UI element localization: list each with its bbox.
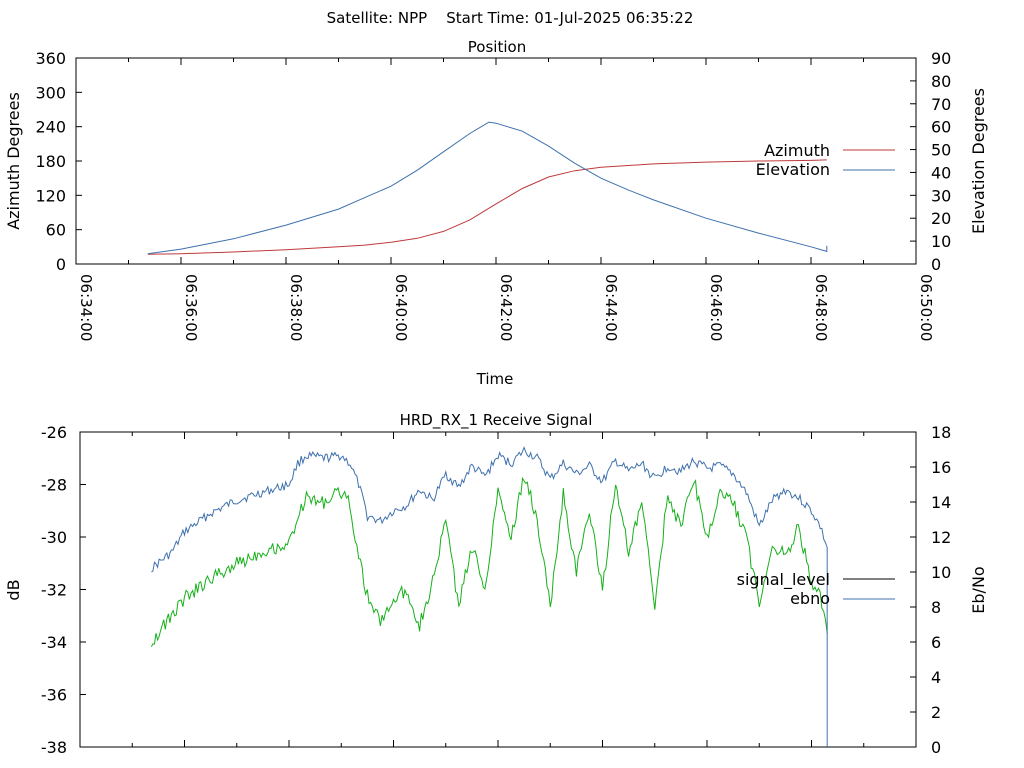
ebno-tick-label: 2 (931, 703, 941, 722)
db-tick-label: -28 (41, 476, 67, 495)
ebno-axis-label: Eb/No (969, 566, 988, 613)
elevation-tick-label: 10 (931, 232, 951, 251)
legend-label-ebno: ebno (790, 589, 830, 608)
ebno-tick-label: 6 (931, 633, 941, 652)
ebno-tick-label: 12 (931, 528, 951, 547)
elevation-tick-label: 70 (931, 95, 951, 114)
elevation-tick-label: 60 (931, 118, 951, 137)
db-tick-label: -30 (41, 528, 67, 547)
db-axis-label: dB (4, 579, 23, 600)
elevation-tick-label: 90 (931, 49, 951, 68)
time-tick-label: 06:38:00 (287, 274, 305, 341)
receive-ticks: -38 -36 -34 -32 -30 -28 -26 0 2 4 6 8 10 12 14 16 18 (41, 423, 952, 757)
elevation-tick-label: 40 (931, 163, 951, 182)
position-ticks: 0 60 120 180 240 300 360 0 10 20 30 40 50 60 70 80 90 06:… (35, 49, 951, 341)
elevation-tick-label: 30 (931, 186, 951, 205)
receive-signal-chart-title: HRD_RX_1 Receive Signal (400, 411, 593, 430)
time-axis-label: Time (476, 370, 514, 388)
receive-legend: signal_level ebno (737, 570, 895, 608)
azimuth-tick-label: 60 (46, 221, 66, 240)
time-tick-label: 06:50:00 (917, 274, 935, 341)
azimuth-tick-label: 240 (35, 118, 66, 137)
db-tick-label: -38 (41, 738, 67, 757)
elevation-tick-label: 50 (931, 141, 951, 160)
db-tick-label: -32 (41, 581, 67, 600)
elevation-tick-label: 80 (931, 72, 951, 91)
elevation-tick-label: 0 (931, 255, 941, 274)
series-line-ebno (150, 476, 828, 648)
legend-label-signal-level: signal_level (737, 570, 830, 590)
ebno-tick-label: 4 (931, 668, 941, 687)
figure-title: Satellite: NPP Start Time: 01-Jul-2025 0… (327, 9, 694, 27)
elevation-axis-label: Elevation Degrees (969, 88, 988, 234)
ebno-tick-label: 16 (931, 458, 951, 477)
time-tick-label: 06:46:00 (707, 274, 725, 341)
azimuth-tick-label: 360 (35, 49, 66, 68)
receive-series (150, 446, 828, 747)
position-chart-title: Position (468, 38, 526, 56)
position-chart: Position 0 60 120 180 240 300 360 0 10 20 30 40 50 60… (4, 38, 988, 388)
position-series (147, 121, 828, 255)
receive-signal-chart: HRD_RX_1 Receive Signal -38-36-34-32-30-… (4, 411, 988, 757)
time-tick-label: 06:48:00 (812, 274, 830, 341)
azimuth-tick-label: 120 (35, 186, 66, 205)
azimuth-tick-label: 180 (35, 152, 66, 171)
legend-label-azimuth: Azimuth (764, 141, 830, 160)
ebno-tick-label: 14 (931, 493, 951, 512)
ebno-tick-label: 8 (931, 598, 941, 617)
series-line-elevation (147, 121, 828, 255)
ebno-tick-label: 0 (931, 738, 941, 757)
series-line-signal-level (151, 446, 828, 573)
db-tick-label: -36 (41, 686, 67, 705)
time-tick-label: 06:36:00 (182, 274, 200, 341)
ebno-tick-label: 18 (931, 423, 951, 442)
time-tick-label: 06:42:00 (497, 274, 515, 341)
azimuth-axis-label: Azimuth Degrees (4, 92, 23, 230)
db-tick-label: -26 (41, 423, 67, 442)
time-tick-label: 06:40:00 (392, 274, 410, 341)
db-tick-label: -34 (41, 633, 67, 652)
elevation-tick-label: 20 (931, 209, 951, 228)
series-line-azimuth (147, 159, 827, 255)
legend-label-elevation: Elevation (756, 160, 830, 179)
time-tick-label: 06:34:00 (77, 274, 95, 341)
position-legend: Azimuth Elevation (756, 141, 895, 179)
azimuth-tick-label: 300 (35, 83, 66, 102)
azimuth-tick-label: 0 (56, 255, 66, 274)
time-tick-label: 06:44:00 (602, 274, 620, 341)
ebno-tick-label: 10 (931, 563, 951, 582)
